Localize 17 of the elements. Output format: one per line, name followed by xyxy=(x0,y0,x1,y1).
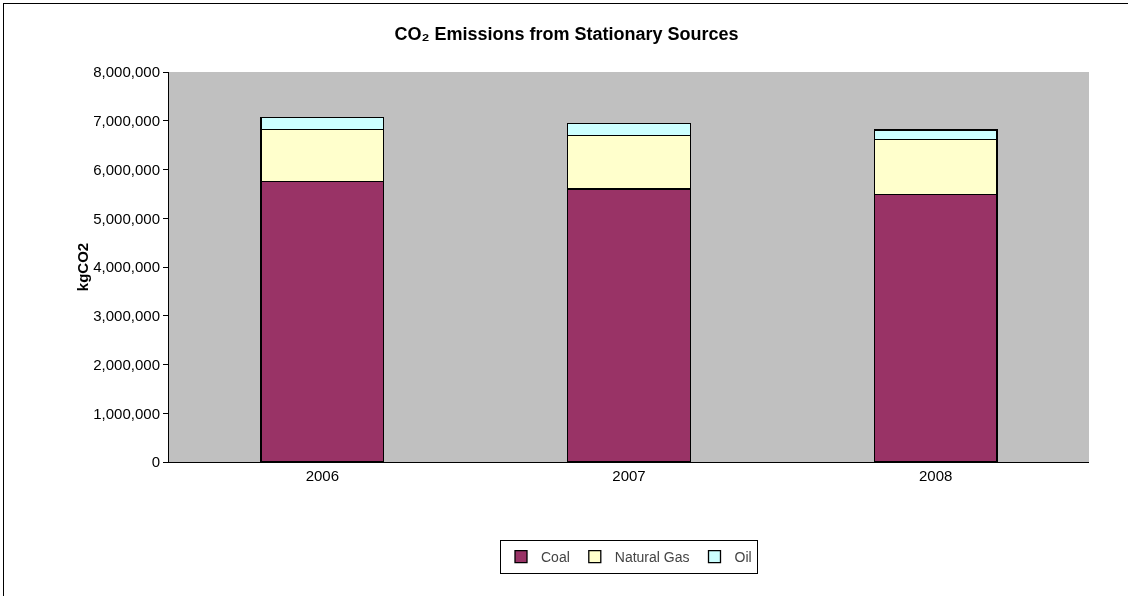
legend-label: Natural Gas xyxy=(614,549,690,566)
y-tick-label: 6,000,000 xyxy=(93,160,160,178)
y-axis-title: kgCO2 xyxy=(74,242,92,292)
y-tick-label: 5,000,000 xyxy=(93,209,160,227)
x-tick-label: 2007 xyxy=(612,467,646,484)
y-tick-label: 0 xyxy=(151,453,160,471)
y-tick-label: 3,000,000 xyxy=(93,307,160,324)
legend-label: Oil xyxy=(734,549,752,566)
legend-label: Coal xyxy=(541,549,570,566)
x-tick-label: 2008 xyxy=(918,467,953,484)
y-tick-label: 4,000,000 xyxy=(93,258,160,276)
y-tick-label: 1,000,000 xyxy=(93,404,160,422)
chart-title: CO₂ Emissions from Stationary Sources xyxy=(394,24,739,45)
y-tick-label: 8,000,000 xyxy=(93,63,160,81)
y-tick-label: 7,000,000 xyxy=(93,112,160,129)
x-tick-label: 2006 xyxy=(305,467,340,484)
y-tick-label: 2,000,000 xyxy=(93,355,160,373)
